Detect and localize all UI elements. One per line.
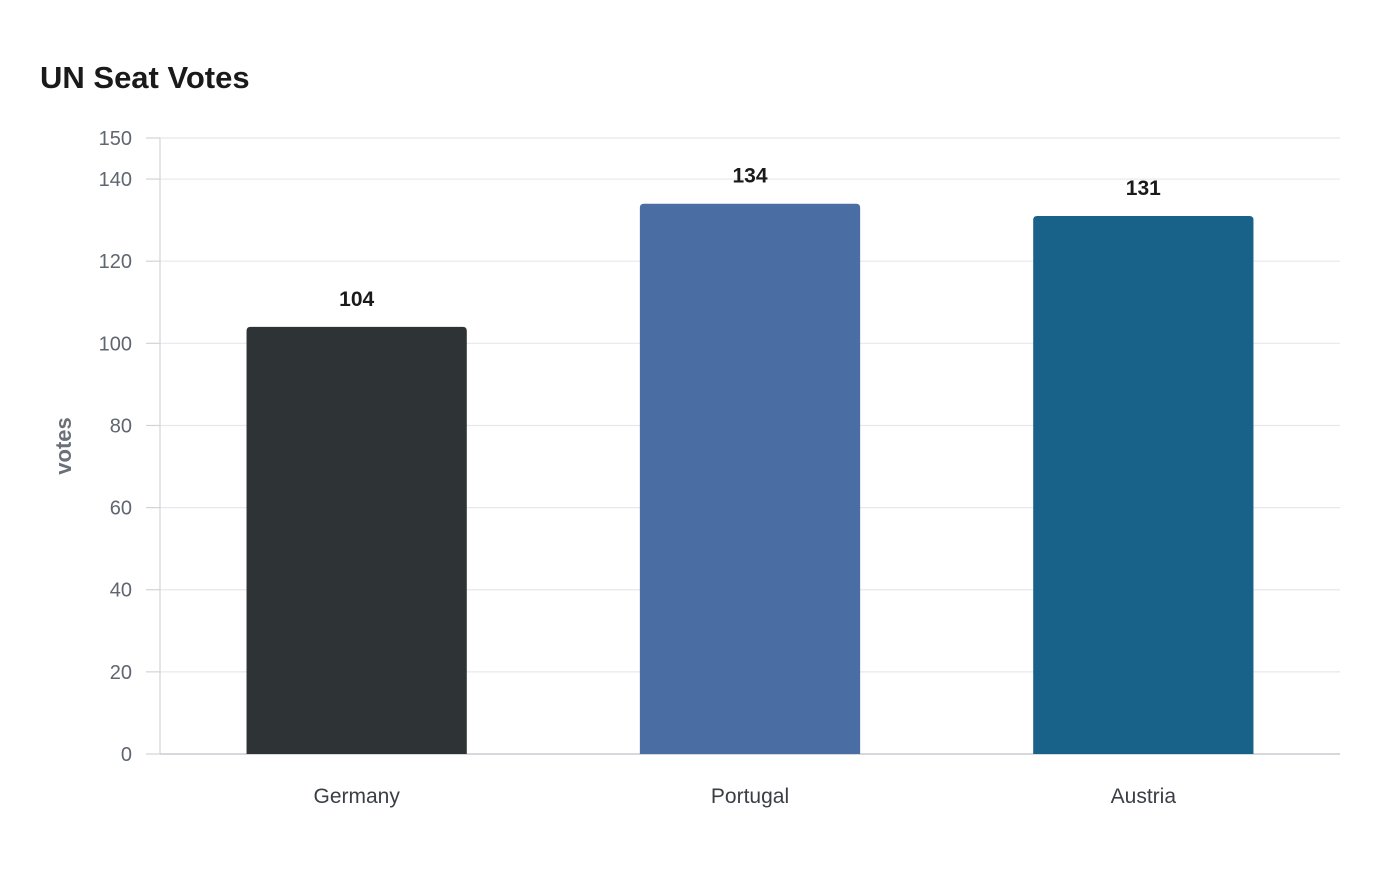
- y-tick-label: 140: [99, 169, 132, 191]
- y-tick-label: 20: [110, 662, 132, 684]
- y-tick-label: 100: [99, 333, 132, 355]
- bar-germany: [246, 326, 467, 754]
- data-label: 134: [732, 165, 767, 188]
- y-tick-label: 150: [99, 128, 132, 150]
- x-tick-label: Austria: [1111, 785, 1177, 808]
- labels: 0 20 40 60 80 100 120 140 150 votes 104 Germany 134 P…: [51, 128, 1176, 808]
- y-tick-label: 80: [110, 415, 132, 437]
- y-tick-label: 60: [110, 498, 132, 520]
- x-tick-label: Portugal: [711, 785, 789, 808]
- x-tick-label: Germany: [313, 785, 400, 808]
- y-tick-label: 120: [99, 251, 132, 273]
- bar-portugal: [639, 203, 861, 754]
- bar-austria: [1033, 216, 1254, 754]
- data-label: 131: [1126, 177, 1161, 200]
- bars: [246, 203, 1254, 754]
- y-tick-label: 40: [110, 580, 132, 602]
- y-tick-label: 0: [121, 744, 132, 766]
- y-axis-title: votes: [51, 417, 76, 474]
- data-label: 104: [339, 288, 374, 311]
- chart-title: UN Seat Votes: [40, 60, 250, 95]
